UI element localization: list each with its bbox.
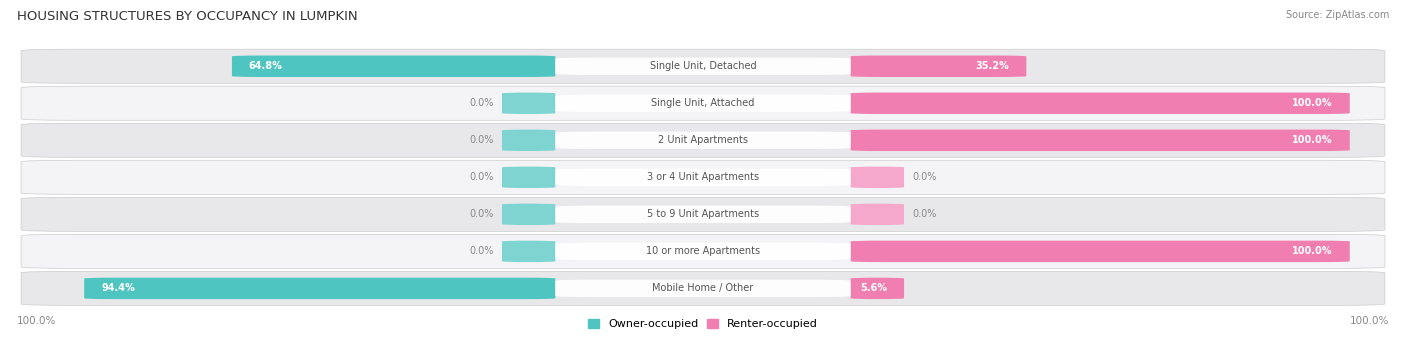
Text: Single Unit, Attached: Single Unit, Attached [651,98,755,108]
Text: 0.0%: 0.0% [470,172,494,182]
FancyBboxPatch shape [555,168,851,186]
FancyBboxPatch shape [21,86,1385,120]
FancyBboxPatch shape [21,234,1385,268]
Text: 64.8%: 64.8% [249,61,283,71]
FancyBboxPatch shape [555,243,851,260]
Text: Mobile Home / Other: Mobile Home / Other [652,283,754,293]
FancyBboxPatch shape [851,92,1350,114]
FancyBboxPatch shape [555,280,851,297]
Text: 0.0%: 0.0% [912,209,936,219]
FancyBboxPatch shape [851,130,1350,151]
FancyBboxPatch shape [851,56,1026,77]
Text: 0.0%: 0.0% [470,209,494,219]
FancyBboxPatch shape [502,167,555,188]
Text: 0.0%: 0.0% [470,98,494,108]
Text: 0.0%: 0.0% [470,135,494,145]
FancyBboxPatch shape [555,206,851,223]
Legend: Owner-occupied, Renter-occupied: Owner-occupied, Renter-occupied [583,315,823,334]
FancyBboxPatch shape [851,204,904,225]
FancyBboxPatch shape [555,94,851,112]
Text: 2 Unit Apartments: 2 Unit Apartments [658,135,748,145]
Text: 100.0%: 100.0% [1292,246,1333,256]
FancyBboxPatch shape [21,49,1385,83]
FancyBboxPatch shape [84,278,555,299]
Text: 5.6%: 5.6% [860,283,887,293]
FancyBboxPatch shape [21,160,1385,194]
FancyBboxPatch shape [555,58,851,75]
Text: 10 or more Apartments: 10 or more Apartments [645,246,761,256]
Text: 0.0%: 0.0% [470,246,494,256]
FancyBboxPatch shape [21,123,1385,157]
Text: 100.0%: 100.0% [1350,315,1389,326]
FancyBboxPatch shape [21,271,1385,306]
FancyBboxPatch shape [502,204,555,225]
FancyBboxPatch shape [502,130,555,151]
FancyBboxPatch shape [851,278,904,299]
FancyBboxPatch shape [502,241,555,262]
Text: 100.0%: 100.0% [17,315,56,326]
FancyBboxPatch shape [851,241,1350,262]
Text: Single Unit, Detached: Single Unit, Detached [650,61,756,71]
Text: 0.0%: 0.0% [912,172,936,182]
Text: HOUSING STRUCTURES BY OCCUPANCY IN LUMPKIN: HOUSING STRUCTURES BY OCCUPANCY IN LUMPK… [17,10,357,23]
FancyBboxPatch shape [21,197,1385,232]
FancyBboxPatch shape [232,56,555,77]
Text: 3 or 4 Unit Apartments: 3 or 4 Unit Apartments [647,172,759,182]
FancyBboxPatch shape [502,92,555,114]
Text: 94.4%: 94.4% [101,283,135,293]
Text: 35.2%: 35.2% [976,61,1010,71]
Text: 5 to 9 Unit Apartments: 5 to 9 Unit Apartments [647,209,759,219]
Text: 100.0%: 100.0% [1292,98,1333,108]
Text: 100.0%: 100.0% [1292,135,1333,145]
FancyBboxPatch shape [555,132,851,149]
FancyBboxPatch shape [851,167,904,188]
Text: Source: ZipAtlas.com: Source: ZipAtlas.com [1285,10,1389,20]
